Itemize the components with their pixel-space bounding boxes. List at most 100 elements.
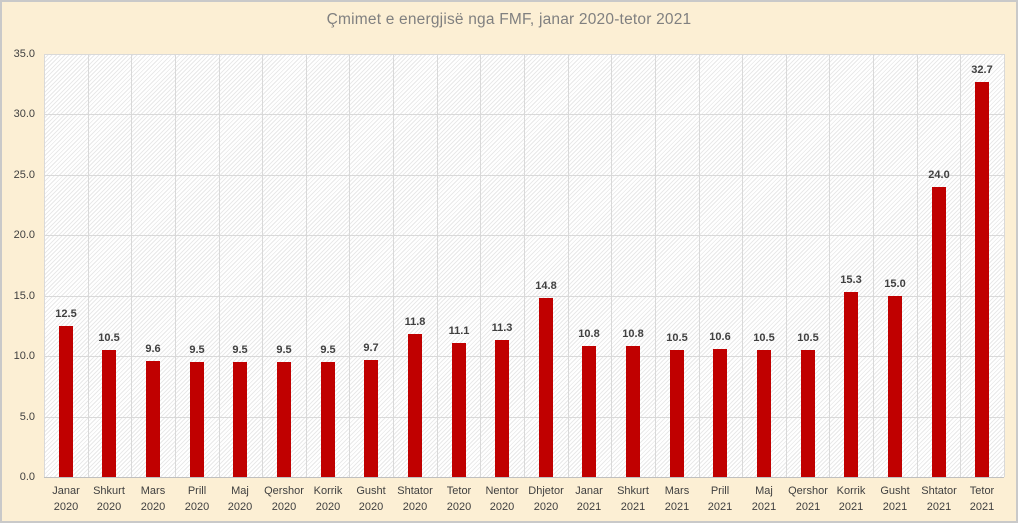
bar-value-label: 14.8: [535, 280, 557, 292]
vertical-gridline: [262, 54, 263, 477]
x-tick-label: Shtator 2021: [921, 485, 957, 513]
y-tick-label: 10.0: [13, 350, 35, 362]
bar: [844, 292, 858, 477]
bar-value-label: 24.0: [928, 169, 950, 181]
vertical-gridline: [655, 54, 656, 477]
x-tick-label: Shkurt 2021: [617, 485, 649, 513]
bar-value-label: 11.3: [491, 322, 513, 334]
x-axis-line: [44, 477, 1004, 478]
bar: [539, 298, 553, 477]
vertical-gridline: [306, 54, 307, 477]
bar: [59, 326, 73, 477]
bar: [495, 340, 509, 477]
bar: [146, 361, 160, 477]
vertical-gridline: [393, 54, 394, 477]
vertical-gridline: [175, 54, 176, 477]
bar-value-label: 15.0: [884, 278, 906, 290]
y-tick-label: 35.0: [13, 48, 35, 60]
vertical-gridline: [611, 54, 612, 477]
vertical-gridline: [437, 54, 438, 477]
bar: [801, 350, 815, 477]
bar-value-label: 10.5: [98, 332, 120, 344]
x-tick-label: Dhjetor 2020: [528, 485, 564, 513]
vertical-gridline: [1004, 54, 1005, 477]
y-tick-label: 20.0: [13, 229, 35, 241]
bar-value-label: 11.1: [448, 325, 470, 337]
x-tick-label: Qershor 2021: [788, 485, 828, 513]
x-tick-label: Shkurt 2020: [93, 485, 125, 513]
bar: [190, 362, 204, 477]
vertical-gridline: [480, 54, 481, 477]
vertical-gridline: [699, 54, 700, 477]
bar-value-label: 10.5: [753, 332, 775, 344]
bar: [713, 349, 727, 477]
bar-value-label: 12.5: [55, 308, 77, 320]
x-tick-label: Prill 2020: [184, 485, 210, 513]
bar-value-label: 15.3: [840, 274, 862, 286]
bar: [932, 187, 946, 477]
y-tick-label: 5.0: [19, 411, 35, 423]
vertical-gridline: [960, 54, 961, 477]
vertical-gridline: [219, 54, 220, 477]
x-tick-label: Nentor 2020: [485, 485, 519, 513]
bar: [670, 350, 684, 477]
bar-value-label: 10.8: [578, 328, 600, 340]
x-tick-label: Maj 2021: [751, 485, 777, 513]
bar-value-label: 9.5: [189, 344, 205, 356]
x-tick-label: Shtator 2020: [397, 485, 433, 513]
bar-value-label: 10.5: [666, 332, 688, 344]
x-tick-label: Gusht 2020: [356, 485, 386, 513]
bar: [233, 362, 247, 477]
x-tick-label: Gusht 2021: [880, 485, 910, 513]
x-tick-label: Mars 2021: [664, 485, 690, 513]
x-tick-label: Tetor 2021: [969, 485, 995, 513]
bar-value-label: 11.8: [404, 316, 426, 328]
bar: [102, 350, 116, 477]
bar-value-label: 10.8: [622, 328, 644, 340]
x-tick-label: Qershor 2020: [264, 485, 304, 513]
bar-value-label: 9.5: [320, 344, 336, 356]
x-tick-label: Tetor 2020: [446, 485, 472, 513]
bar: [277, 362, 291, 477]
bar: [975, 82, 989, 477]
bar-value-label: 9.5: [232, 344, 248, 356]
y-tick-label: 0.0: [19, 471, 35, 483]
bar-value-label: 9.7: [363, 342, 379, 354]
vertical-gridline: [568, 54, 569, 477]
bar: [321, 362, 335, 477]
vertical-gridline: [786, 54, 787, 477]
x-tick-label: Maj 2020: [227, 485, 253, 513]
x-tick-label: Janar 2020: [52, 485, 80, 513]
vertical-gridline: [131, 54, 132, 477]
bar: [408, 334, 422, 477]
chart-title: Çmimet e energjisë nga FMF, janar 2020-t…: [326, 11, 692, 28]
vertical-gridline: [742, 54, 743, 477]
bar-value-label: 9.5: [276, 344, 292, 356]
bar-value-label: 10.5: [797, 332, 819, 344]
x-tick-label: Janar 2021: [575, 485, 603, 513]
bar: [582, 346, 596, 477]
bar-value-label: 32.7: [971, 64, 993, 76]
bar-value-label: 9.6: [145, 343, 161, 355]
x-tick-label: Prill 2021: [707, 485, 733, 513]
vertical-gridline: [88, 54, 89, 477]
x-tick-label: Mars 2020: [140, 485, 166, 513]
vertical-gridline: [524, 54, 525, 477]
bar: [364, 360, 378, 477]
bar: [452, 343, 466, 477]
x-tick-label: Korrik 2021: [836, 485, 866, 513]
vertical-gridline: [349, 54, 350, 477]
vertical-gridline: [44, 54, 45, 477]
bar: [757, 350, 771, 477]
vertical-gridline: [829, 54, 830, 477]
vertical-gridline: [917, 54, 918, 477]
bar-value-label: 10.6: [709, 331, 731, 343]
bar: [626, 346, 640, 477]
bar: [888, 296, 902, 477]
y-tick-label: 25.0: [13, 169, 35, 181]
y-tick-label: 30.0: [13, 108, 35, 120]
y-tick-label: 15.0: [13, 290, 35, 302]
x-tick-label: Korrik 2020: [313, 485, 343, 513]
vertical-gridline: [873, 54, 874, 477]
